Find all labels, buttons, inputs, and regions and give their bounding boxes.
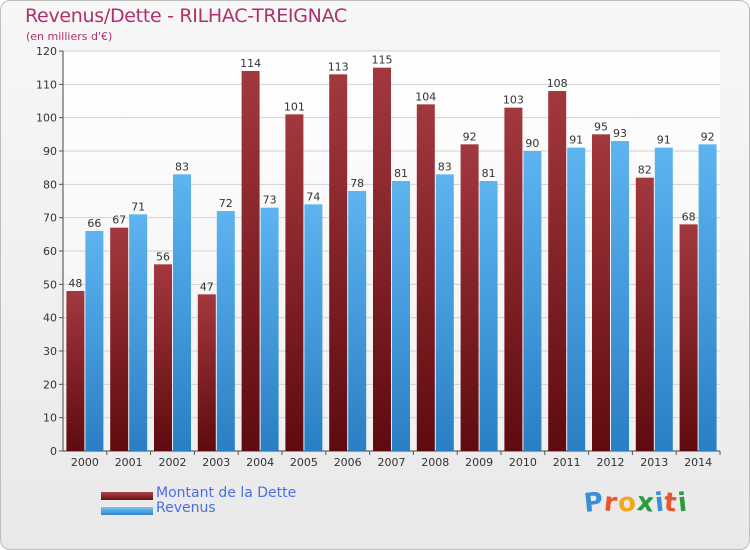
bar-dette: [548, 91, 567, 451]
y-tick-label: 20: [43, 378, 57, 391]
data-label-revenus: 72: [219, 197, 233, 210]
x-tick-label: 2004: [246, 456, 274, 469]
bar-revenus: [304, 204, 323, 451]
data-label-dette: 115: [372, 54, 393, 67]
bar-dette: [154, 264, 172, 451]
data-label-revenus: 91: [657, 134, 671, 147]
bar-revenus: [611, 141, 629, 451]
bar-dette: [329, 74, 348, 451]
bar-revenus: [85, 231, 104, 451]
data-label-dette: 56: [156, 250, 170, 263]
data-label-dette: 68: [682, 210, 696, 223]
data-label-revenus: 74: [306, 190, 320, 203]
bar-revenus: [567, 147, 586, 451]
bar-revenus: [260, 207, 279, 451]
proxiti-logo: Proxiti: [582, 487, 690, 519]
bar-revenus: [654, 147, 673, 451]
data-label-dette: 104: [415, 90, 436, 103]
x-tick-label: 2007: [378, 456, 406, 469]
legend-swatch-revenus: [101, 507, 153, 515]
data-label-dette: 47: [200, 280, 214, 293]
data-label-dette: 67: [112, 214, 126, 227]
data-label-revenus: 73: [263, 194, 277, 207]
chart-title: Revenus/Dette - RILHAC-TREIGNAC: [25, 5, 347, 27]
x-tick-label: 2003: [202, 456, 230, 469]
y-tick-label: 60: [43, 245, 57, 258]
data-label-revenus: 83: [438, 160, 452, 173]
bar-revenus: [216, 211, 235, 451]
bar-revenus: [392, 181, 410, 451]
data-label-revenus: 71: [131, 200, 145, 213]
data-label-dette: 92: [463, 130, 477, 143]
x-tick-label: 2012: [597, 456, 625, 469]
data-label-dette: 114: [240, 57, 261, 70]
bar-revenus: [479, 181, 498, 451]
x-tick-label: 2002: [159, 456, 187, 469]
y-tick-label: 50: [43, 278, 57, 291]
x-tick-label: 2014: [684, 456, 712, 469]
bar-dette: [285, 114, 304, 451]
chart-subtitle: (en milliers d'€): [26, 30, 113, 43]
bar-dette: [197, 294, 216, 451]
data-label-dette: 103: [503, 94, 524, 107]
bar-dette: [416, 104, 435, 451]
bar-dette: [66, 291, 85, 451]
bar-revenus: [435, 174, 454, 452]
x-tick-label: 2011: [553, 456, 581, 469]
data-label-revenus: 81: [482, 167, 496, 180]
legend-label-revenus: Revenus: [156, 500, 216, 516]
y-tick-label: 110: [36, 78, 57, 91]
bar-revenus: [173, 174, 191, 452]
data-label-revenus: 66: [87, 217, 101, 230]
data-label-revenus: 83: [175, 160, 189, 173]
data-label-dette: 108: [547, 77, 568, 90]
bar-dette: [241, 71, 260, 451]
legend-label-dette: Montant de la Dette: [156, 485, 297, 501]
y-tick-label: 90: [43, 145, 57, 158]
data-label-dette: 48: [68, 277, 82, 290]
y-tick-label: 10: [43, 412, 57, 425]
y-tick-label: 0: [50, 445, 57, 458]
data-label-revenus: 90: [525, 137, 539, 150]
data-label-dette: 101: [284, 100, 305, 113]
x-tick-label: 2000: [71, 456, 99, 469]
y-tick-label: 100: [36, 112, 57, 125]
bar-dette: [635, 177, 654, 451]
data-label-dette: 113: [328, 60, 349, 73]
logo-letter: i: [676, 487, 690, 519]
data-label-revenus: 91: [569, 134, 583, 147]
bar-revenus: [129, 214, 148, 451]
data-label-revenus: 81: [394, 167, 408, 180]
bar-dette: [460, 144, 479, 452]
bar-dette: [504, 107, 523, 452]
y-tick-label: 40: [43, 312, 57, 325]
y-tick-label: 70: [43, 212, 57, 225]
x-tick-label: 2006: [334, 456, 362, 469]
y-tick-label: 80: [43, 178, 57, 191]
x-tick-label: 2010: [509, 456, 537, 469]
legend-swatch-dette: [101, 492, 153, 500]
bar-revenus: [523, 151, 542, 451]
bar-revenus: [698, 144, 717, 452]
bar-revenus: [348, 191, 367, 451]
data-label-revenus: 93: [613, 127, 627, 140]
x-tick-label: 2005: [290, 456, 318, 469]
x-tick-label: 2013: [640, 456, 668, 469]
bar-dette: [110, 227, 129, 451]
data-label-revenus: 78: [350, 177, 364, 190]
y-tick-label: 30: [43, 345, 57, 358]
y-tick-label: 120: [36, 45, 57, 58]
x-tick-label: 2009: [465, 456, 493, 469]
x-tick-label: 2001: [115, 456, 143, 469]
bar-dette: [373, 67, 391, 452]
bar-dette: [679, 224, 698, 451]
data-label-revenus: 92: [701, 130, 715, 143]
data-label-dette: 95: [594, 120, 608, 133]
x-tick-label: 2008: [421, 456, 449, 469]
data-label-dette: 82: [638, 164, 652, 177]
bar-dette: [592, 134, 610, 452]
